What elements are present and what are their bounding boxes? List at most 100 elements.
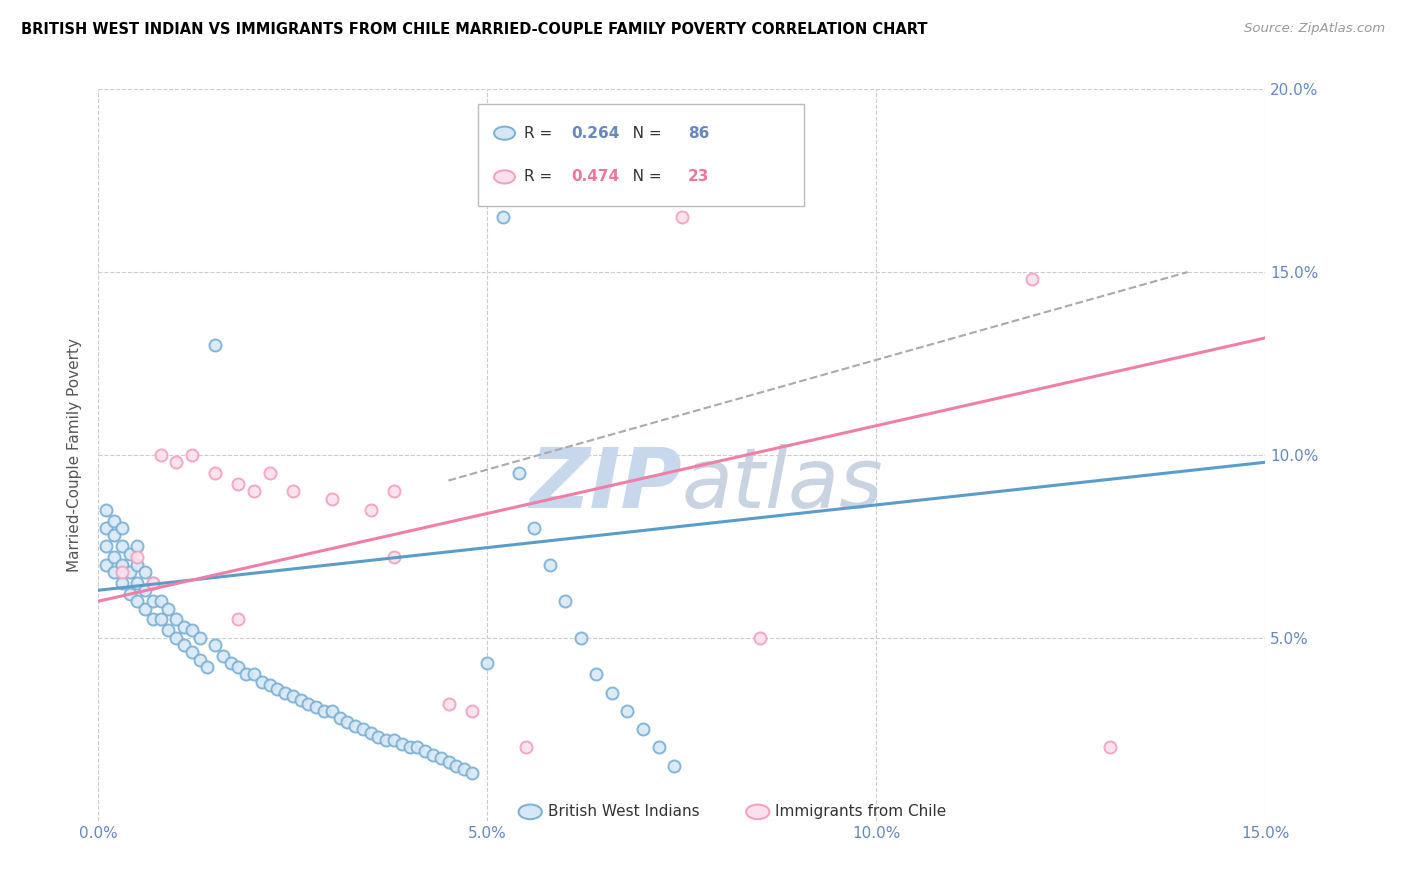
- Point: [281, 484, 304, 499]
- Point: [321, 491, 343, 506]
- Point: [118, 547, 141, 561]
- Text: R =: R =: [524, 169, 558, 185]
- Point: [228, 613, 250, 627]
- Point: [312, 704, 335, 718]
- Text: Immigrants from Chile: Immigrants from Chile: [775, 805, 946, 820]
- Point: [344, 718, 367, 732]
- Point: [149, 594, 172, 608]
- Point: [103, 550, 125, 565]
- Text: 0.264: 0.264: [571, 126, 620, 141]
- Point: [508, 466, 530, 480]
- Point: [142, 576, 165, 591]
- Point: [157, 601, 180, 615]
- Point: [585, 667, 607, 681]
- Point: [360, 502, 382, 516]
- Point: [127, 576, 149, 591]
- Point: [103, 514, 125, 528]
- Point: [515, 740, 537, 755]
- Text: 23: 23: [688, 169, 709, 185]
- Point: [748, 631, 770, 645]
- Point: [96, 539, 118, 553]
- Circle shape: [519, 805, 541, 819]
- Text: N =: N =: [617, 126, 666, 141]
- Point: [204, 638, 226, 652]
- Point: [149, 448, 172, 462]
- Point: [406, 740, 429, 755]
- Point: [1021, 272, 1043, 286]
- Point: [165, 631, 187, 645]
- Point: [243, 484, 266, 499]
- Point: [569, 631, 592, 645]
- Point: [336, 714, 359, 729]
- Point: [453, 763, 475, 777]
- Point: [671, 211, 693, 225]
- Point: [492, 211, 515, 225]
- Point: [111, 558, 134, 572]
- Point: [228, 477, 250, 491]
- Text: ZIP: ZIP: [529, 443, 682, 524]
- Point: [290, 693, 312, 707]
- Point: [180, 448, 202, 462]
- Point: [461, 704, 484, 718]
- Point: [111, 539, 134, 553]
- Point: [413, 744, 436, 758]
- Point: [647, 740, 669, 755]
- Point: [461, 766, 484, 780]
- Text: BRITISH WEST INDIAN VS IMMIGRANTS FROM CHILE MARRIED-COUPLE FAMILY POVERTY CORRE: BRITISH WEST INDIAN VS IMMIGRANTS FROM C…: [21, 22, 928, 37]
- Text: R =: R =: [524, 126, 558, 141]
- Point: [382, 484, 405, 499]
- Text: 0.474: 0.474: [571, 169, 619, 185]
- FancyBboxPatch shape: [478, 103, 804, 206]
- Point: [195, 660, 218, 674]
- Circle shape: [494, 127, 515, 140]
- Point: [173, 638, 195, 652]
- Point: [127, 594, 149, 608]
- Point: [219, 657, 242, 671]
- Point: [228, 660, 250, 674]
- Point: [96, 521, 118, 535]
- Point: [446, 758, 468, 772]
- Point: [127, 539, 149, 553]
- Point: [281, 690, 304, 704]
- Point: [118, 565, 141, 579]
- Point: [391, 737, 413, 751]
- Point: [398, 740, 420, 755]
- Point: [127, 558, 149, 572]
- Point: [188, 631, 211, 645]
- Circle shape: [494, 170, 515, 184]
- Point: [103, 565, 125, 579]
- Point: [111, 576, 134, 591]
- Point: [142, 613, 165, 627]
- Point: [367, 730, 389, 744]
- Point: [134, 601, 156, 615]
- Point: [382, 733, 405, 747]
- Point: [297, 697, 319, 711]
- Point: [134, 583, 156, 598]
- Point: [103, 528, 125, 542]
- Point: [165, 613, 187, 627]
- Point: [382, 550, 405, 565]
- Point: [616, 704, 638, 718]
- Point: [305, 700, 328, 714]
- Point: [157, 624, 180, 638]
- Point: [111, 565, 134, 579]
- Text: atlas: atlas: [682, 443, 883, 524]
- Point: [429, 751, 451, 765]
- Text: British West Indians: British West Indians: [548, 805, 699, 820]
- Point: [477, 657, 499, 671]
- Point: [127, 550, 149, 565]
- Point: [523, 521, 546, 535]
- Point: [600, 685, 623, 699]
- Point: [235, 667, 257, 681]
- Point: [360, 726, 382, 740]
- Point: [243, 667, 266, 681]
- Point: [188, 653, 211, 667]
- Point: [204, 338, 226, 352]
- Point: [329, 711, 352, 725]
- Text: Source: ZipAtlas.com: Source: ZipAtlas.com: [1244, 22, 1385, 36]
- Point: [321, 704, 343, 718]
- Text: N =: N =: [617, 169, 666, 185]
- Point: [96, 558, 118, 572]
- Point: [142, 576, 165, 591]
- Circle shape: [747, 805, 769, 819]
